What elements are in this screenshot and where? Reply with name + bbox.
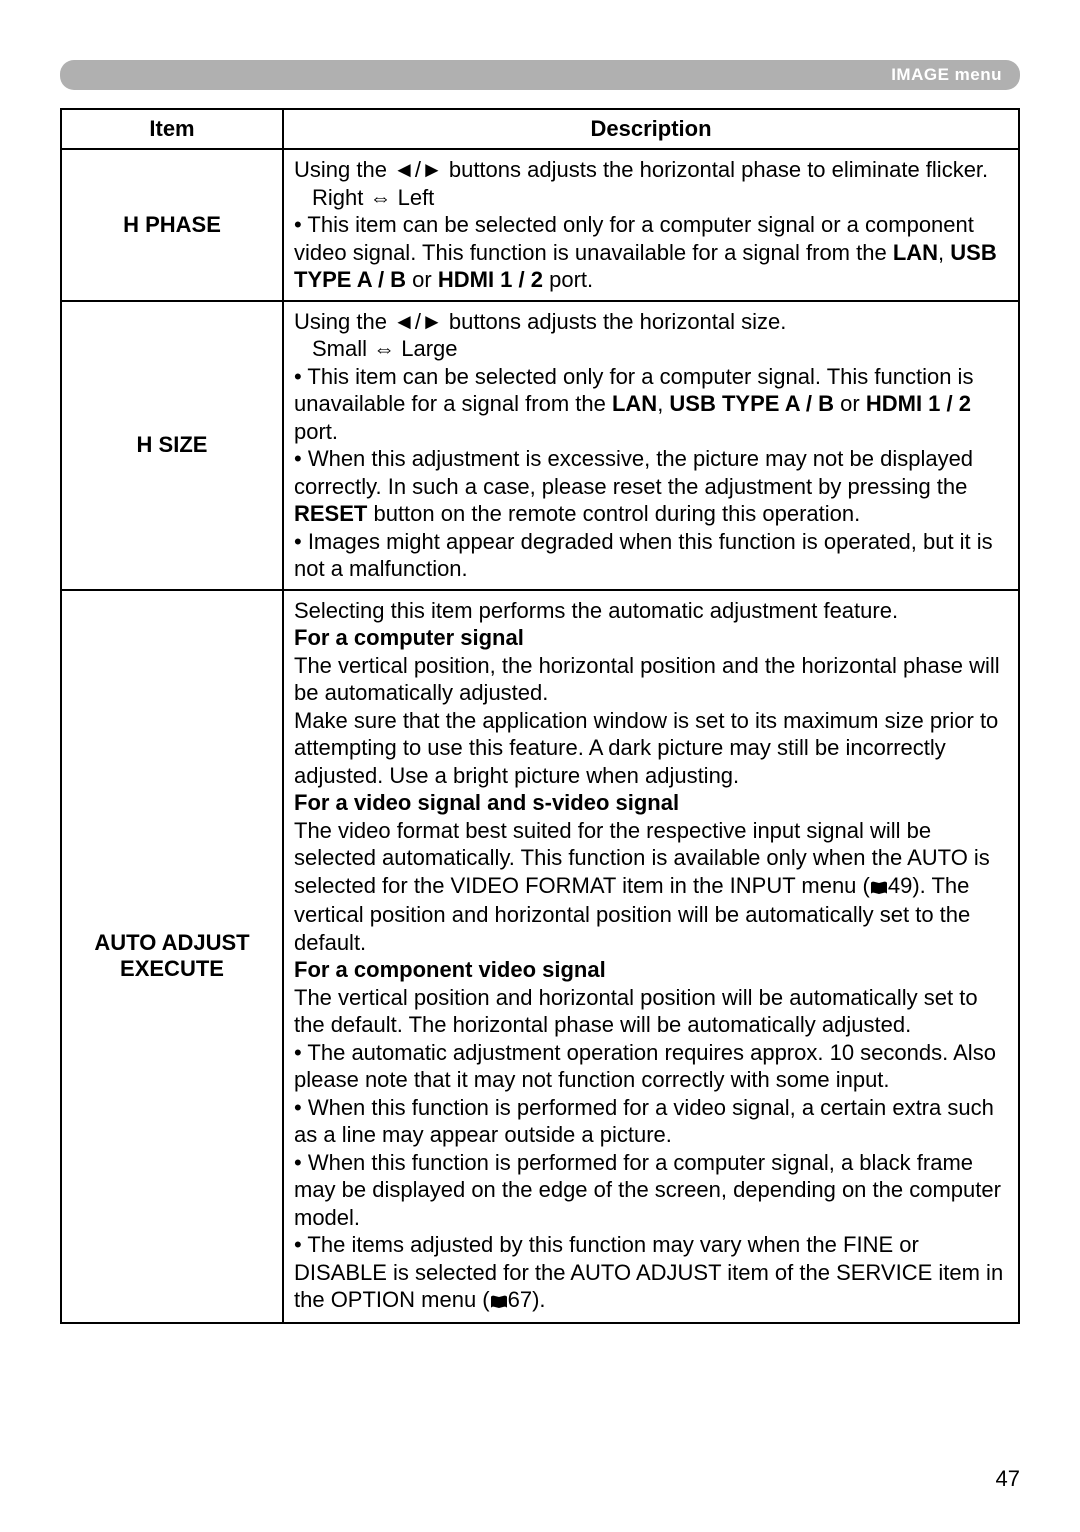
table-row: H SIZE Using the ◄/► buttons adjusts the… (61, 301, 1019, 590)
desc-h-size: Using the ◄/► buttons adjusts the horizo… (283, 301, 1019, 590)
left-right-arrows-icon: ◄/► (393, 309, 443, 334)
page-ref: 49 (888, 873, 912, 898)
page-root: IMAGE menu Item Description H PHASE Usin… (0, 0, 1080, 1364)
desc-bullet: • The automatic adjustment operation req… (294, 1039, 1008, 1094)
book-icon (870, 874, 888, 902)
table-row: AUTO ADJUST EXECUTE Selecting this item … (61, 590, 1019, 1323)
desc-heading: For a video signal and s-video signal (294, 789, 1008, 817)
section-header-title: IMAGE menu (891, 65, 1002, 85)
text-bold: LAN (893, 240, 938, 265)
text: • The items adjusted by this function ma… (294, 1232, 1003, 1312)
table-header-row: Item Description (61, 109, 1019, 149)
text: or (834, 391, 866, 416)
double-arrow-icon: ⇔ (373, 336, 395, 361)
desc-para: The video format best suited for the res… (294, 817, 1008, 957)
item-h-size: H SIZE (61, 301, 283, 590)
desc-heading: For a component video signal (294, 956, 1008, 984)
desc-auto-adjust-execute: Selecting this item performs the automat… (283, 590, 1019, 1323)
text: Large (395, 336, 457, 361)
desc-line: Using the ◄/► buttons adjusts the horizo… (294, 308, 1008, 336)
text: • This item can be selected only for a c… (294, 212, 974, 265)
text: port. (543, 267, 593, 292)
desc-para: Make sure that the application window is… (294, 707, 1008, 790)
text-bold: USB TYPE A / B (669, 391, 834, 416)
page-ref: 67 (508, 1287, 532, 1312)
desc-heading: For a computer signal (294, 624, 1008, 652)
text-bold: HDMI 1 / 2 (866, 391, 971, 416)
book-icon (490, 1288, 508, 1316)
text: , (657, 391, 669, 416)
desc-line: Using the ◄/► buttons adjusts the horizo… (294, 156, 1008, 184)
table-row: H PHASE Using the ◄/► buttons adjusts th… (61, 149, 1019, 301)
item-h-phase: H PHASE (61, 149, 283, 301)
desc-para: The vertical position and horizontal pos… (294, 984, 1008, 1039)
text: ). (532, 1287, 545, 1312)
text: Small (312, 336, 373, 361)
desc-bullet: • The items adjusted by this function ma… (294, 1231, 1008, 1316)
desc-toggle: Right ⇔ Left (294, 184, 1008, 212)
double-arrow-icon: ⇔ (369, 185, 391, 210)
col-header-description: Description (283, 109, 1019, 149)
text: Using the (294, 309, 393, 334)
text: button on the remote control during this… (367, 501, 860, 526)
text: buttons adjusts the horizontal size. (443, 309, 787, 334)
text-bold: HDMI 1 / 2 (438, 267, 543, 292)
left-right-arrows-icon: ◄/► (393, 157, 443, 182)
desc-bullet: • When this adjustment is excessive, the… (294, 445, 1008, 528)
text-bold: LAN (612, 391, 657, 416)
text: , (938, 240, 950, 265)
text: or (406, 267, 438, 292)
desc-bullet: • Images might appear degraded when this… (294, 528, 1008, 583)
desc-para: The vertical position, the horizontal po… (294, 652, 1008, 707)
desc-line: Selecting this item performs the automat… (294, 597, 1008, 625)
menu-table: Item Description H PHASE Using the ◄/► b… (60, 108, 1020, 1324)
desc-bullet: • This item can be selected only for a c… (294, 363, 1008, 446)
text: port. (294, 419, 338, 444)
text-bold: RESET (294, 501, 367, 526)
text: • When this adjustment is excessive, the… (294, 446, 973, 499)
page-number: 47 (996, 1466, 1020, 1492)
text: buttons adjusts the horizontal phase to … (443, 157, 988, 182)
desc-toggle: Small ⇔ Large (294, 335, 1008, 363)
desc-bullet: • This item can be selected only for a c… (294, 211, 1008, 294)
section-header-bar: IMAGE menu (60, 60, 1020, 90)
text: Left (391, 185, 434, 210)
text: Right (312, 185, 369, 210)
desc-bullet: • When this function is performed for a … (294, 1149, 1008, 1232)
desc-h-phase: Using the ◄/► buttons adjusts the horizo… (283, 149, 1019, 301)
text: Using the (294, 157, 393, 182)
desc-bullet: • When this function is performed for a … (294, 1094, 1008, 1149)
col-header-item: Item (61, 109, 283, 149)
item-auto-adjust-execute: AUTO ADJUST EXECUTE (61, 590, 283, 1323)
